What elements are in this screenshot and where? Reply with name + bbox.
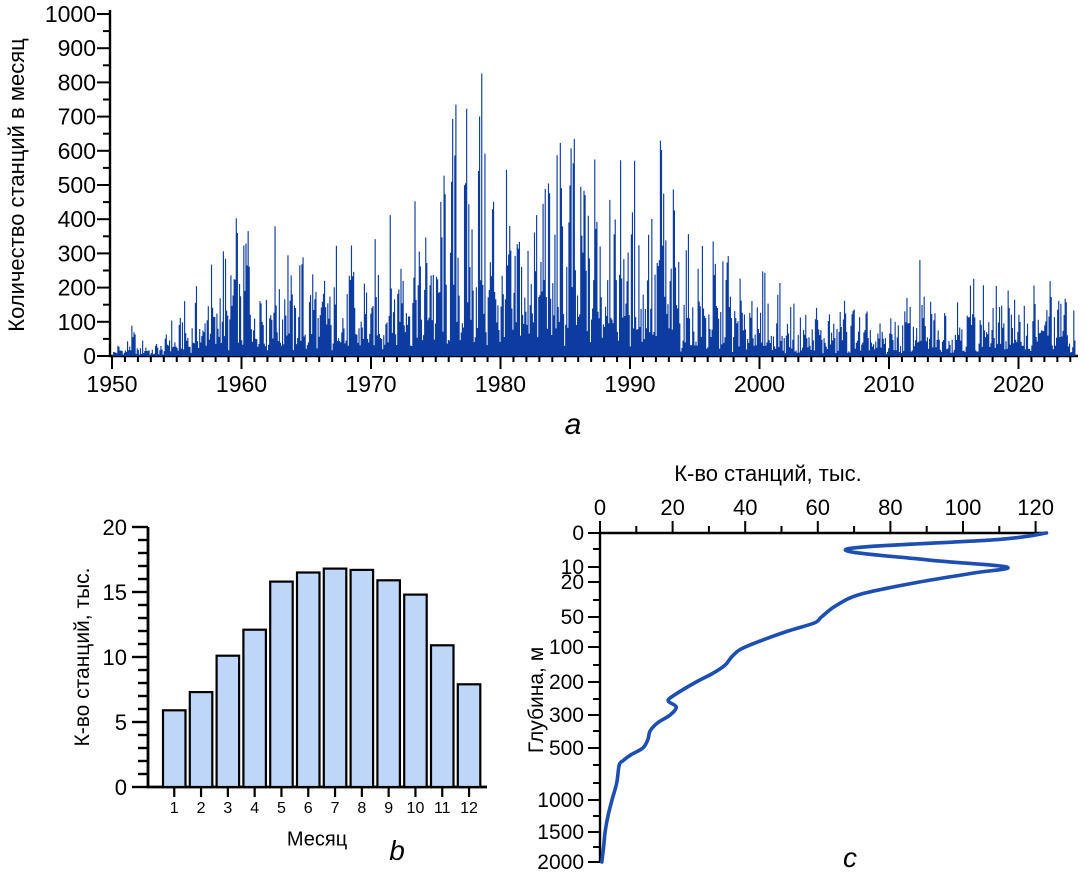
chart-a-x-tick-label: 1980: [475, 371, 526, 397]
chart-a-y-tick-label: 700: [58, 104, 96, 130]
chart-c-y-axis-title: Глубина, м: [525, 646, 548, 754]
chart-c-depth-profile-line: [600, 531, 1049, 864]
chart-c-x-tick-label: 100: [945, 495, 982, 520]
chart-b-x-tick-label: 3: [223, 800, 232, 817]
chart-b-x-tick-label: 9: [384, 800, 393, 817]
chart-a-bars: [111, 73, 1076, 356]
chart-a-y-axis-title: Количество станций в месяц: [4, 38, 29, 332]
chart-a-monthly-stations-timeseries: 0 100 200 300 400 500 600 700 800 900 1000 1950 1960…: [45, 1, 1078, 397]
chart-b-x-tick-label: 11: [434, 800, 451, 817]
chart-c-y-tick-label: 20: [561, 571, 584, 594]
chart-c-x-tick-label: 80: [878, 495, 902, 520]
chart-a-x-tick-label: 1990: [604, 371, 655, 397]
chart-b-x-tick-label: 6: [304, 800, 313, 817]
chart-b-y-tick-label: 15: [103, 580, 127, 605]
chart-c-y-tick-label: 300: [549, 704, 584, 727]
chart-b-x-tick-label: 8: [357, 800, 366, 817]
chart-b-x-tick-label: 7: [331, 800, 340, 817]
chart-b-x-tick-label: 10: [407, 800, 425, 817]
chart-a-y-tick-label: 200: [58, 275, 96, 301]
panel-a-label: a: [564, 408, 582, 441]
chart-c-x-tick-label: 40: [733, 495, 757, 520]
chart-b-x-axis-title: Месяц: [286, 828, 348, 851]
chart-c-top-axis-title: К-во станций, тыс.: [674, 461, 862, 486]
chart-c-y-tick-label: 2000: [537, 851, 584, 874]
chart-a-x-tick-label: 1950: [86, 371, 137, 397]
chart-b-x-tick-label: 1: [170, 800, 179, 817]
chart-b-bar-month-4: [242, 628, 267, 789]
chart-b-bar-month-7: [322, 567, 348, 789]
chart-b-bar-month-6: [295, 571, 321, 789]
chart-c-x-tick-label: 60: [806, 495, 830, 520]
chart-a-x-tick-label: 1960: [216, 371, 267, 397]
chart-b-y-tick-label: 10: [103, 645, 127, 670]
chart-b-bar-month-5: [269, 580, 294, 789]
chart-a-y-tick-label: 1000: [45, 1, 96, 27]
chart-b-x-tick-label: 12: [460, 800, 478, 817]
chart-c-y-tick-label: 500: [549, 737, 584, 760]
chart-b-bar-month-10: [403, 593, 428, 789]
chart-b-bar-month-1: [161, 709, 187, 789]
chart-b-y-axis-title: К-во станций, тыс.: [71, 567, 94, 747]
chart-b-bar-month-2: [188, 691, 214, 789]
chart-c-y-tick-label: 1000: [537, 789, 584, 812]
chart-b-bar-month-3: [215, 654, 241, 789]
chart-a-y-tick-label: 0: [83, 343, 96, 369]
chart-b-bar-month-12: [456, 683, 482, 789]
chart-c-y-tick-label: 1500: [537, 821, 584, 844]
chart-a-y-tick-label: 800: [58, 69, 96, 95]
chart-a-y-tick-label: 400: [58, 206, 96, 232]
chart-c-y-tick-label: 0: [572, 522, 584, 545]
chart-a-y-tick-label: 500: [58, 172, 96, 198]
chart-a-x-tick-label: 2000: [734, 371, 785, 397]
chart-a-y-tick-label: 100: [58, 309, 96, 335]
chart-c-x-tick-label: 20: [660, 495, 684, 520]
chart-b-bar-month-8: [349, 568, 375, 789]
chart-a-x-tick-label: 2020: [993, 371, 1044, 397]
chart-a-y-tick-label: 300: [58, 240, 96, 266]
chart-b-x-tick-label: 4: [250, 800, 259, 817]
chart-c-y-tick-label: 100: [549, 636, 584, 659]
panel-b-label: b: [389, 835, 405, 866]
chart-b-bar-month-9: [376, 579, 401, 789]
chart-c-y-tick-label: 200: [549, 671, 584, 694]
chart-a-y-tick-label: 900: [58, 35, 96, 61]
chart-a-x-tick-label: 2010: [863, 371, 914, 397]
chart-a-x-tick-label: 1970: [345, 371, 396, 397]
chart-b-y-tick-label: 0: [115, 775, 127, 800]
chart-c-y-tick-label: 10: [561, 556, 584, 579]
chart-c-axes: [598, 531, 1047, 862]
panel-c-label: c: [843, 842, 857, 873]
chart-a-y-tick-label: 600: [58, 138, 96, 164]
chart-c-stations-depth-profile: 0 20 40 60 80 100 1200102050100200300500100015…: [537, 495, 1054, 874]
chart-c-x-tick-label: 0: [594, 495, 606, 520]
chart-c-y-tick-label: 50: [561, 606, 584, 629]
chart-b-bar-month-11: [429, 644, 455, 789]
chart-b-y-tick-label: 5: [115, 710, 127, 735]
chart-c-x-tick-label: 120: [1017, 495, 1054, 520]
chart-b-x-tick-label: 5: [277, 800, 286, 817]
chart-b-x-tick-label: 2: [197, 800, 206, 817]
chart-b-y-tick-label: 20: [103, 515, 127, 540]
